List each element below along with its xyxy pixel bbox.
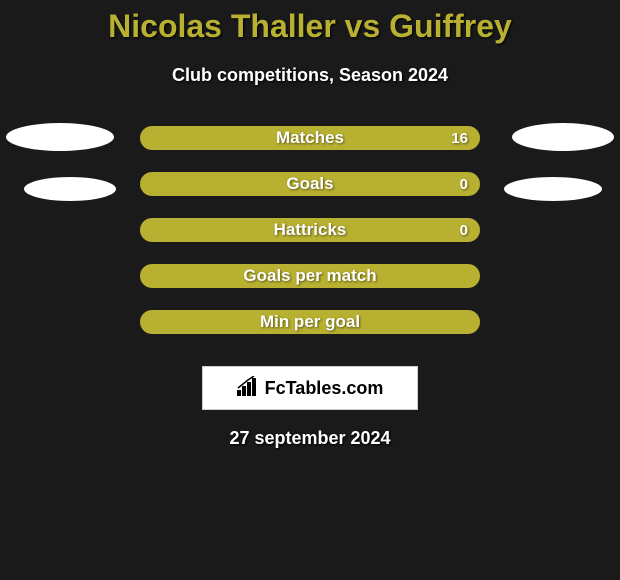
date-text: 27 september 2024 — [0, 428, 620, 449]
stat-bar-hattricks: Hattricks 0 — [140, 218, 480, 242]
stat-label: Min per goal — [260, 312, 360, 332]
stat-row: Goals per match — [0, 264, 620, 310]
stat-row: Hattricks 0 — [0, 218, 620, 264]
stat-label: Matches — [276, 128, 344, 148]
logo-box: FcTables.com — [202, 366, 418, 410]
stats-container: Matches 16 Goals 0 Hattricks 0 Goals per… — [0, 126, 620, 356]
stat-bar-goals: Goals 0 — [140, 172, 480, 196]
stat-row: Min per goal — [0, 310, 620, 356]
stat-label: Hattricks — [274, 220, 347, 240]
logo-text: FcTables.com — [265, 378, 384, 399]
chart-icon — [237, 376, 261, 401]
stat-value: 16 — [451, 130, 468, 147]
stat-label: Goals per match — [243, 266, 376, 286]
stat-bar-min-per-goal: Min per goal — [140, 310, 480, 334]
subtitle: Club competitions, Season 2024 — [0, 65, 620, 86]
stat-bar-matches: Matches 16 — [140, 126, 480, 150]
stat-value: 0 — [460, 176, 468, 193]
stat-bar-goals-per-match: Goals per match — [140, 264, 480, 288]
page-title: Nicolas Thaller vs Guiffrey — [0, 0, 620, 45]
stat-label: Goals — [286, 174, 333, 194]
stat-row: Matches 16 — [0, 126, 620, 172]
stat-row: Goals 0 — [0, 172, 620, 218]
stat-value: 0 — [460, 222, 468, 239]
